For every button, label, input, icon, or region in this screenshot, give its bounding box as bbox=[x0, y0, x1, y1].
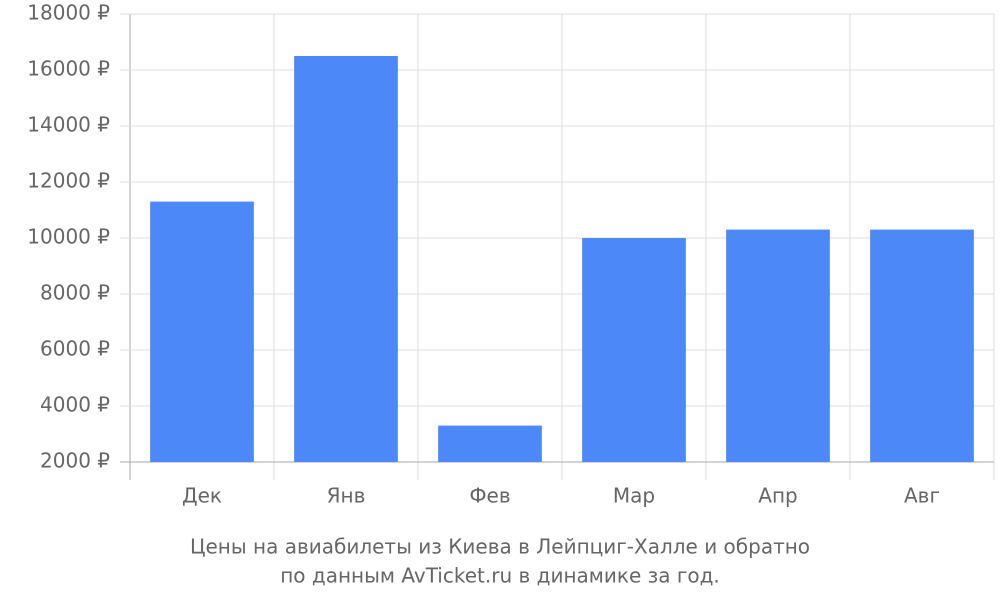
bar bbox=[870, 229, 974, 462]
y-tick-label: 14000 ₽ bbox=[27, 113, 110, 137]
y-tick-label: 6000 ₽ bbox=[40, 337, 110, 361]
y-tick-label: 18000 ₽ bbox=[27, 1, 110, 25]
bar bbox=[438, 425, 542, 462]
x-tick-label: Мар bbox=[613, 484, 655, 508]
x-tick-label: Фев bbox=[469, 484, 510, 508]
x-tick-label: Авг bbox=[904, 484, 940, 508]
bar bbox=[726, 229, 830, 462]
chart-subtitle: по данным AvTicket.ru в динамике за год. bbox=[280, 564, 720, 588]
y-tick-label: 4000 ₽ bbox=[40, 393, 110, 417]
x-tick-label: Янв bbox=[327, 484, 366, 508]
y-tick-label: 2000 ₽ bbox=[40, 449, 110, 473]
bar bbox=[582, 238, 686, 462]
y-tick-label: 12000 ₽ bbox=[27, 169, 110, 193]
y-tick-label: 16000 ₽ bbox=[27, 57, 110, 81]
y-tick-label: 10000 ₽ bbox=[27, 225, 110, 249]
bar bbox=[294, 56, 398, 462]
chart-title: Цены на авиабилеты из Киева в Лейпциг-Ха… bbox=[190, 535, 810, 559]
bar bbox=[150, 201, 254, 462]
x-tick-label: Апр bbox=[758, 484, 797, 508]
x-tick-label: Дек bbox=[182, 484, 222, 508]
y-tick-label: 8000 ₽ bbox=[40, 281, 110, 305]
